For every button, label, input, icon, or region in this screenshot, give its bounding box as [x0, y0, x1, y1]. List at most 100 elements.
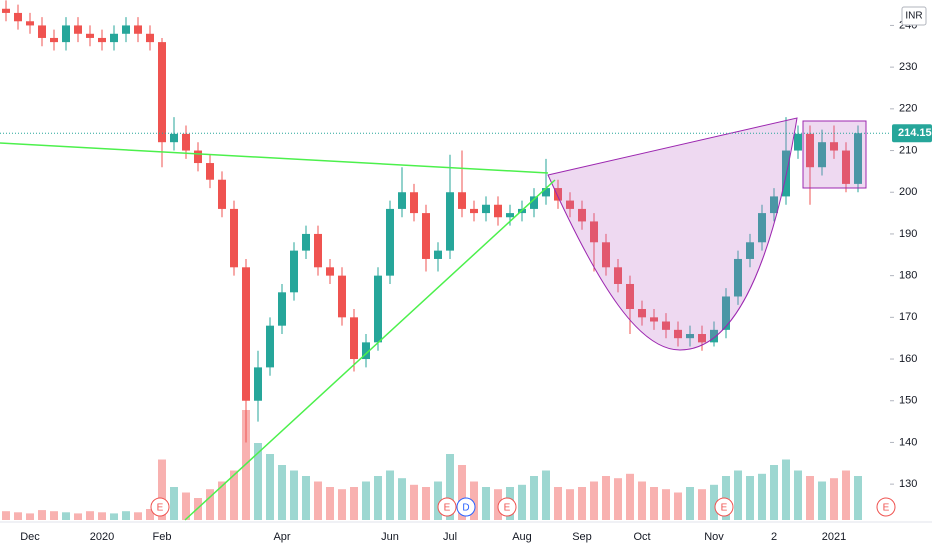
event-label: E [721, 503, 728, 514]
candle-layer [2, 0, 862, 443]
candle-body [566, 200, 574, 209]
volume-bar [794, 470, 802, 520]
y-tick-label: 170 [899, 311, 917, 323]
candle-body [158, 42, 166, 143]
last-price-tag [892, 124, 932, 143]
candle-body [182, 133, 190, 151]
event-marker [150, 497, 170, 517]
volume-bar [62, 512, 70, 520]
x-tick-label: Dec [20, 531, 40, 543]
x-tick-label: Sep [572, 531, 592, 543]
candle-body [758, 213, 766, 243]
candle-body [842, 150, 850, 184]
candle-body [542, 188, 550, 197]
candle-body [662, 321, 670, 330]
volume-bar [26, 513, 34, 520]
event-label: E [883, 503, 890, 514]
volume-bar [410, 484, 418, 520]
volume-bar [710, 484, 718, 520]
x-tick-label: Jul [443, 531, 457, 543]
candle-body [830, 142, 838, 151]
candle-body [626, 283, 634, 309]
candle-body [14, 12, 22, 22]
candle-body [362, 342, 370, 360]
candle-body [314, 233, 322, 268]
volume-bar [446, 454, 454, 520]
volume-bar [302, 476, 310, 520]
y-tick-label: 200 [899, 186, 917, 198]
candle-body [74, 25, 82, 34]
x-tick-label: Jun [381, 531, 399, 543]
y-tick-label: 210 [899, 144, 917, 156]
volume-layer [2, 410, 862, 520]
candle-body [482, 204, 490, 214]
candle-body [590, 221, 598, 243]
volume-bar [734, 470, 742, 520]
candle-body [242, 267, 250, 401]
volume-bar [530, 476, 538, 520]
candle-body [578, 208, 586, 222]
candle-body [410, 192, 418, 214]
candle-body [734, 258, 742, 297]
candle-body [446, 192, 454, 251]
candle-body [686, 334, 694, 339]
candle-body [794, 133, 802, 151]
x-tick-label: 2020 [90, 531, 114, 543]
last-price-label: 214.15 [898, 127, 932, 139]
x-tick-label: Feb [153, 531, 172, 543]
candle-body [554, 188, 562, 201]
candle-body [770, 196, 778, 214]
volume-bar [38, 510, 46, 520]
volume-bar [86, 511, 94, 520]
event-label: E [157, 503, 164, 514]
volume-bar [278, 465, 286, 520]
volume-bar [614, 478, 622, 520]
volume-bar [566, 489, 574, 520]
candle-body [530, 196, 538, 209]
candle-body [506, 213, 514, 218]
candle-body [278, 292, 286, 326]
volume-bar [698, 489, 706, 520]
trend-line [0, 142, 549, 174]
volume-bar [386, 470, 394, 520]
volume-bar [242, 410, 250, 520]
candle-body [86, 33, 94, 38]
volume-bar [230, 470, 238, 520]
volume-bar [626, 473, 634, 520]
candle-body [230, 208, 238, 268]
event-label: E [504, 503, 511, 514]
event-marker [714, 497, 734, 517]
candle-body [746, 242, 754, 259]
y-tick-label: 190 [899, 228, 917, 240]
candle-body [458, 192, 466, 209]
volume-bar [806, 476, 814, 520]
volume-bar [434, 481, 442, 520]
event-label: D [462, 503, 469, 514]
candle-body [338, 275, 346, 318]
volume-bar [482, 487, 490, 520]
y-tick-label: 130 [899, 478, 917, 490]
volume-bar [818, 481, 826, 520]
candle-body [614, 267, 622, 284]
volume-bar [842, 470, 850, 520]
candle-body [134, 25, 142, 34]
candle-body [266, 325, 274, 368]
x-tick-label: Apr [273, 531, 290, 543]
volume-bar [746, 476, 754, 520]
volume-bar [326, 487, 334, 520]
volume-bar [422, 487, 430, 520]
volume-bar [650, 487, 658, 520]
candle-body [38, 25, 46, 38]
candle-body [650, 317, 658, 322]
volume-bar [314, 481, 322, 520]
candle-body [206, 163, 214, 180]
candle-body [374, 275, 382, 343]
volume-bar [14, 512, 22, 520]
candle-body [2, 8, 10, 13]
candle-body [50, 37, 58, 43]
candle-body [698, 334, 706, 343]
candle-body [854, 133, 862, 184]
volume-bar [50, 511, 58, 520]
